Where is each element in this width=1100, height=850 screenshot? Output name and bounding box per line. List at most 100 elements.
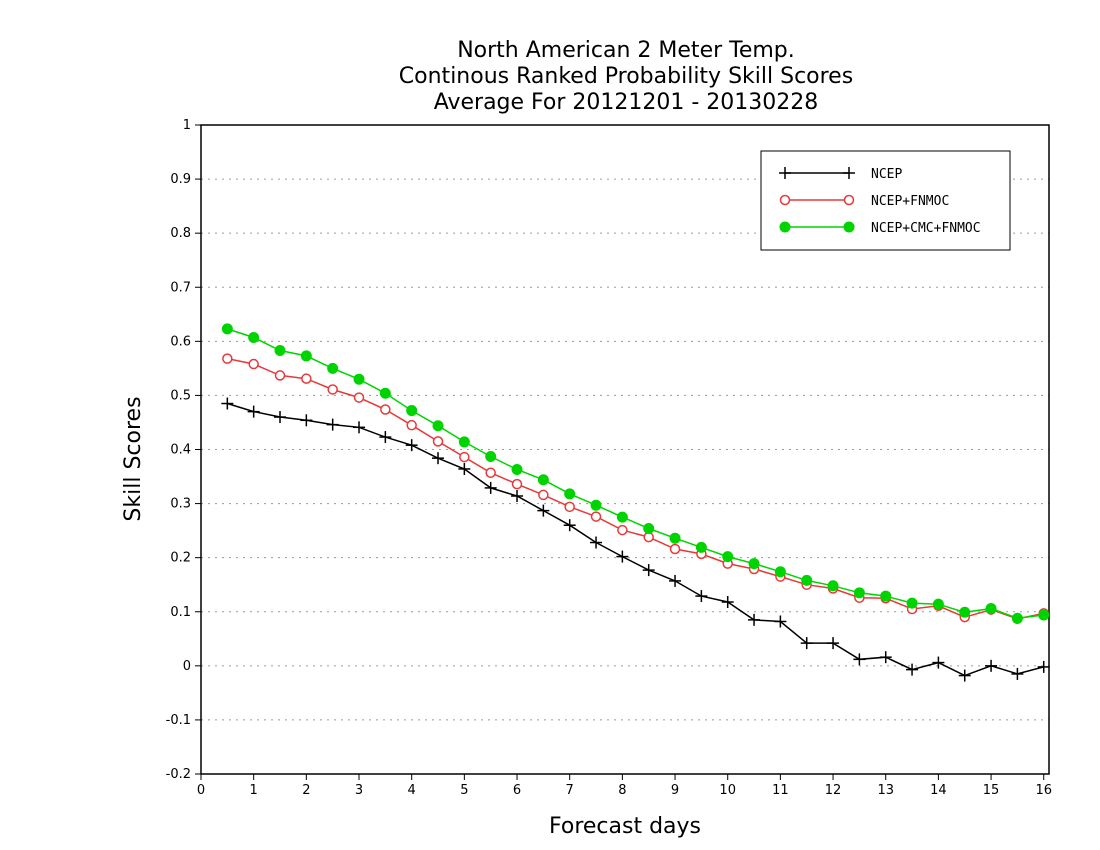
- y-tick-label: -0.2: [166, 767, 191, 782]
- data-point: [564, 488, 576, 500]
- data-point: [485, 467, 496, 479]
- chart-title-line-3: Average For 20121201 - 20130228: [434, 90, 819, 115]
- legend-entry: NCEP+CMC+FNMOC: [779, 221, 981, 236]
- data-point: [801, 574, 813, 586]
- data-point: [379, 431, 392, 444]
- data-point: [932, 656, 945, 669]
- legend-entry: NCEP: [779, 167, 902, 182]
- grid-lines: [201, 178, 1049, 721]
- y-tick-label: 0.5: [170, 388, 191, 403]
- series-line: [227, 357, 1044, 620]
- data-point: [564, 501, 575, 513]
- data-point: [721, 596, 734, 609]
- data-point: [537, 504, 550, 517]
- data-point: [642, 564, 655, 577]
- data-point: [695, 590, 708, 603]
- data-point: [537, 474, 549, 486]
- y-tick-label: 0.7: [170, 280, 191, 295]
- data-point: [843, 167, 855, 179]
- data-point: [432, 436, 444, 447]
- chart-title-line-2: Continous Ranked Probability Skill Score…: [399, 64, 853, 89]
- data-point: [300, 414, 313, 427]
- x-tick-label: 15: [983, 783, 1000, 798]
- y-tick-label: 0.9: [170, 172, 191, 187]
- series-line: [227, 402, 1044, 677]
- data-point: [353, 421, 366, 434]
- data-point: [274, 345, 286, 357]
- data-point: [906, 597, 918, 609]
- legend-label: NCEP+CMC+FNMOC: [871, 221, 981, 236]
- data-point: [327, 362, 339, 374]
- data-point: [853, 587, 865, 599]
- y-tick-label: 0.6: [170, 334, 191, 349]
- series-line: [227, 328, 1044, 619]
- y-axis-title: Skill Scores: [121, 396, 146, 521]
- data-point: [800, 637, 813, 650]
- data-point: [274, 411, 287, 424]
- data-point: [459, 451, 470, 463]
- data-point: [958, 669, 971, 682]
- data-point: [458, 436, 470, 448]
- data-point: [669, 574, 682, 587]
- data-point: [248, 358, 259, 370]
- data-point: [906, 663, 919, 676]
- data-point: [248, 332, 260, 344]
- x-tick-label: 11: [772, 783, 789, 798]
- data-point: [643, 522, 655, 534]
- series-0: [221, 397, 1050, 682]
- data-point: [879, 651, 892, 664]
- data-point: [511, 490, 524, 503]
- data-point: [617, 524, 628, 536]
- data-point: [590, 499, 602, 511]
- data-point: [380, 404, 391, 415]
- data-point: [511, 478, 523, 490]
- series-lines: [221, 323, 1050, 682]
- chart-title: North American 2 Meter Temp. Continous R…: [399, 38, 853, 115]
- data-point: [853, 653, 866, 666]
- y-tick-label: 0: [183, 659, 191, 674]
- data-point: [379, 387, 391, 399]
- data-point: [959, 606, 971, 618]
- data-point: [327, 384, 338, 395]
- data-point: [722, 551, 734, 563]
- y-tick-label: 0.4: [170, 443, 191, 458]
- data-point: [643, 531, 654, 543]
- data-point: [590, 511, 602, 522]
- data-point: [669, 532, 681, 544]
- data-point: [406, 405, 418, 417]
- data-point: [779, 167, 791, 179]
- y-tick-label: 0.8: [170, 226, 191, 241]
- data-point: [932, 598, 944, 610]
- legend-entry: NCEP+FNMOC: [779, 194, 949, 209]
- data-point: [485, 451, 497, 463]
- legend-label: NCEP+FNMOC: [871, 194, 949, 209]
- y-tick-label: 1: [183, 118, 191, 133]
- x-tick-label: 4: [408, 783, 416, 798]
- x-tick-label: 16: [1035, 783, 1052, 798]
- axes: -0.2-0.100.10.20.30.40.50.60.70.80.910 1 2…: [166, 118, 1052, 798]
- data-point: [880, 590, 892, 602]
- x-axis-title: Forecast days: [549, 814, 701, 839]
- x-tick-label: 8: [618, 783, 626, 798]
- data-point: [748, 558, 760, 570]
- series-2: [221, 323, 1050, 624]
- legend: NCEP NCEP+FNMOC NCEP+CMC+FNMOC: [760, 150, 1011, 251]
- data-point: [1011, 667, 1024, 680]
- legend-label: NCEP: [871, 167, 902, 182]
- x-tick-label: 7: [566, 783, 574, 798]
- data-point: [221, 397, 234, 410]
- data-point: [669, 543, 681, 555]
- data-point: [827, 637, 840, 650]
- data-point: [300, 350, 312, 362]
- data-point: [247, 405, 260, 418]
- data-point: [1037, 660, 1050, 673]
- x-tick-label: 5: [460, 783, 468, 798]
- data-point: [563, 519, 576, 532]
- data-point: [353, 392, 365, 403]
- x-tick-label: 0: [197, 783, 205, 798]
- data-point: [779, 221, 791, 233]
- data-point: [484, 481, 497, 494]
- data-point: [695, 541, 707, 553]
- data-point: [1038, 609, 1050, 621]
